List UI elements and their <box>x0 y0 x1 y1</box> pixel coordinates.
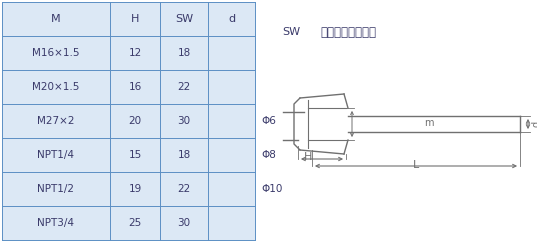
Text: 12: 12 <box>128 48 142 58</box>
Text: 25: 25 <box>128 218 142 228</box>
Text: Φ6: Φ6 <box>261 116 276 126</box>
Text: H: H <box>304 152 313 162</box>
Text: H: H <box>131 14 139 24</box>
Text: Φ8: Φ8 <box>261 150 276 160</box>
Text: SW: SW <box>175 14 193 24</box>
Text: 22: 22 <box>177 82 191 92</box>
Text: d: d <box>531 121 537 127</box>
Text: NPT1/4: NPT1/4 <box>38 150 75 160</box>
Text: 15: 15 <box>128 150 142 160</box>
Text: 20: 20 <box>128 116 142 126</box>
Text: 19: 19 <box>128 184 142 194</box>
Text: 18: 18 <box>177 150 191 160</box>
Text: 30: 30 <box>177 116 191 126</box>
Text: M16×1.5: M16×1.5 <box>32 48 80 58</box>
Text: SW: SW <box>282 27 300 37</box>
Text: NPT1/2: NPT1/2 <box>38 184 75 194</box>
Text: d: d <box>228 14 235 24</box>
Text: M20×1.5: M20×1.5 <box>32 82 79 92</box>
Text: m: m <box>424 118 434 128</box>
Text: 可动内螺紹管接头: 可动内螺紹管接头 <box>320 25 376 38</box>
Text: M27×2: M27×2 <box>37 116 75 126</box>
Text: 18: 18 <box>177 48 191 58</box>
Text: 16: 16 <box>128 82 142 92</box>
Text: NPT3/4: NPT3/4 <box>38 218 75 228</box>
Text: 22: 22 <box>177 184 191 194</box>
Text: L: L <box>413 160 419 170</box>
Bar <box>2 2 255 240</box>
Text: M: M <box>51 14 61 24</box>
Text: 30: 30 <box>177 218 191 228</box>
Text: Φ10: Φ10 <box>261 184 282 194</box>
